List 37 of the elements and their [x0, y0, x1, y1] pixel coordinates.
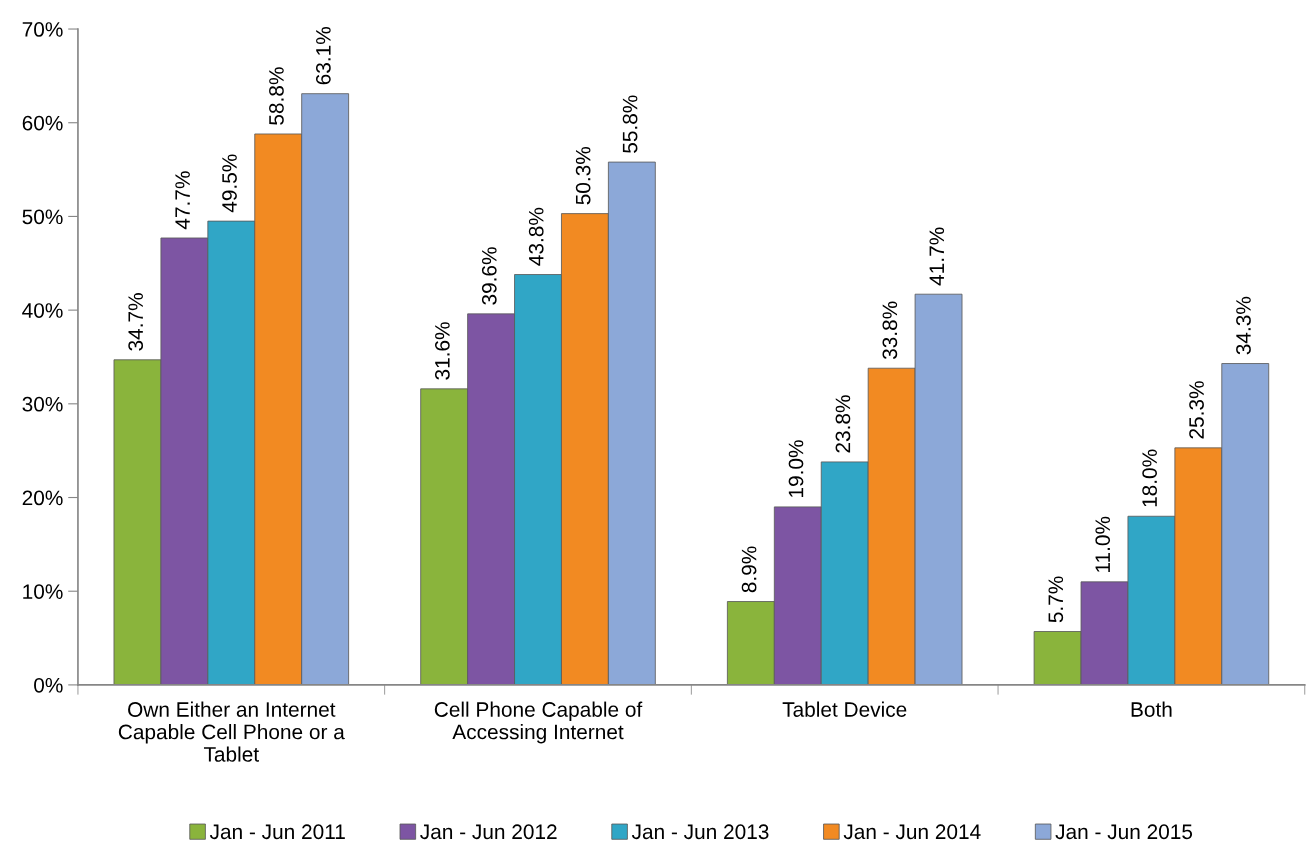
- data-label: 63.1%: [315, 27, 331, 85]
- x-tick-label: Both: [1131, 701, 1172, 717]
- y-tick-label: 40%: [22, 303, 63, 318]
- data-label: 34.7%: [128, 293, 144, 351]
- y-tick-label: 10%: [23, 584, 63, 599]
- x-tick-label: Tablet Device: [782, 701, 907, 717]
- legend-label: Jan - Jun 2011: [209, 824, 345, 840]
- y-tick-label: 60%: [22, 115, 63, 131]
- data-label: 39.6%: [481, 247, 497, 305]
- x-tick-label: Own Either an Internet Capable Cell Phone or a Tablet: [118, 701, 345, 762]
- data-label: 47.7%: [175, 171, 190, 230]
- data-label: 49.5%: [222, 154, 237, 213]
- data-label: 23.8%: [835, 395, 851, 453]
- data-label: 55.8%: [622, 95, 638, 153]
- legend-label: Jan - Jun 2014: [843, 824, 981, 840]
- data-label: 5.7%: [1048, 576, 1064, 623]
- y-tick-label: 20%: [22, 490, 63, 506]
- y-tick-label: 70%: [22, 22, 63, 37]
- data-label: 19.0%: [788, 440, 804, 497]
- data-label: 31.6%: [434, 322, 450, 380]
- y-tick-label: 0%: [34, 677, 63, 693]
- data-label: 25.3%: [1189, 381, 1204, 439]
- y-tick-label: 50%: [22, 209, 63, 225]
- legend-label: Jan - Jun 2013: [631, 824, 769, 840]
- data-label: 11.0%: [1095, 516, 1111, 572]
- data-label: 18.0%: [1142, 449, 1157, 507]
- legend-label: Jan - Jun 2012: [420, 824, 557, 840]
- y-tick-label: 30%: [22, 396, 63, 412]
- data-label: 43.8%: [528, 207, 544, 266]
- data-label: 50.3%: [575, 146, 591, 205]
- data-label: 34.3%: [1236, 296, 1251, 355]
- x-tick-label: Cell Phone Capable of Accessing Internet: [434, 701, 643, 744]
- data-label: 58.8%: [269, 67, 284, 125]
- data-label: 33.8%: [882, 301, 898, 360]
- data-label: 41.7%: [929, 227, 945, 286]
- legend-label: Jan - Jun 2015: [1055, 824, 1193, 840]
- data-label: 8.9%: [741, 546, 757, 593]
